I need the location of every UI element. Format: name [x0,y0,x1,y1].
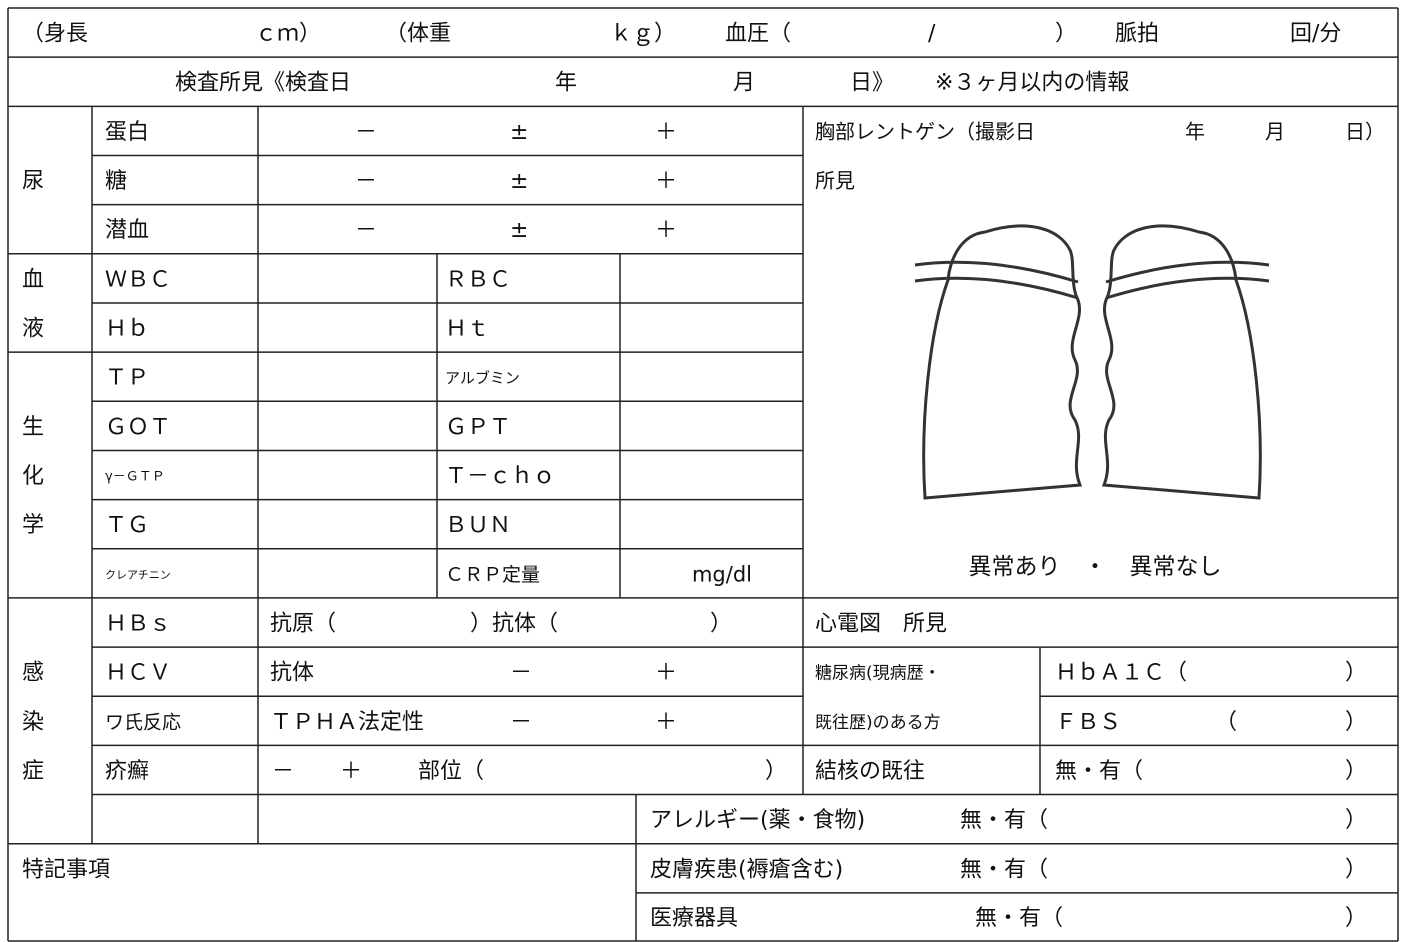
form-text: ） [1055,22,1077,47]
form-text: 日》 [850,71,894,96]
form-text: 所見 [815,169,855,193]
form-text: 液 [22,317,44,342]
form-text: / [928,22,936,47]
form-text: ＣＲＰ定量 [445,564,540,586]
form-text: ） [1345,710,1367,735]
form-text: － [510,661,532,686]
form-text: ＋ [655,710,677,735]
form-text: 糖尿病(現病歴・ [815,664,941,684]
lung-illustration [914,224,1270,500]
form-text: 部位（ [418,759,484,784]
form-text: ） [1345,906,1367,931]
form-text: ＷＢＣ [105,267,171,292]
form-text: 生 [22,415,44,440]
form-text: ＋ [340,759,362,784]
form-text: ） [1345,808,1367,833]
form-text: 抗原（ [270,612,336,637]
form-text: 既往歴)のある方 [815,713,941,733]
form-text: 糖 [105,169,127,194]
form-text: （体重 [385,22,451,47]
form-text: Ｈｔ [445,317,489,342]
form-text: 学 [22,513,44,538]
form-text: Ｈｂ [105,317,149,342]
form-text: 脈拍 [1115,22,1159,47]
form-text: 蛋白 [105,120,149,145]
form-text: 化 [22,464,44,489]
form-text: 皮膚疾患(褥瘡含む) [650,857,843,882]
form-text: 血 [22,267,44,292]
form-text: mg/dl [692,562,752,586]
form-text: ＋ [655,661,677,686]
form-text: 疥癬 [105,759,149,784]
form-text: ｋｇ） [610,22,676,47]
form-text: ＨＣＶ [105,661,171,686]
form-text: － [355,218,377,243]
form-text: ）抗体（ [470,612,558,637]
form-text: ＧＯＴ [105,415,171,440]
form-text: 抗体 [270,661,314,686]
form-text: ± [510,218,528,243]
form-text: － [355,169,377,194]
form-text: 無・有（ [960,808,1048,833]
form-text: ＴＧ [105,513,149,538]
form-text: アルブミン [445,369,520,387]
form-text: ＲＢＣ [445,267,511,292]
form-text: 感 [22,661,44,686]
form-text: ） [710,612,732,637]
form-text: 症 [22,759,44,784]
form-text: ＋ [655,218,677,243]
form-text: 年 [555,71,577,96]
form-text: 潜血 [105,218,149,243]
form-text: ＋ [655,169,677,194]
form-text: ＴＰＨＡ法定性 [270,710,424,735]
form-text: ＋ [655,120,677,145]
form-text: 月 [1265,119,1285,143]
form-text: 血圧（ [725,22,791,47]
form-text: ± [510,169,528,194]
form-text: 染 [22,710,44,735]
form-text: ※３ヶ月以内の情報 [935,71,1129,96]
form-text: ） [1345,759,1367,784]
form-text: ） [1345,857,1367,882]
form-text: ＢＵＮ [445,513,511,538]
form-text: 年 [1185,119,1205,143]
form-text: 無・有（ [975,906,1063,931]
form-text: ＧＰＴ [445,415,511,440]
form-text: ＴＰ [105,366,149,391]
form-text: 心電図 所見 [815,612,947,637]
form-text: 結核の既往 [815,759,925,784]
form-text: （身長 [22,22,88,47]
form-text: 特記事項 [22,857,110,882]
form-text: ｃｍ） [255,22,321,47]
form-text: 月 [733,71,755,96]
form-text: 尿 [22,169,44,194]
form-text: － [355,120,377,145]
form-text: ワ氏反応 [105,711,181,733]
form-text: ± [510,120,528,145]
form-text: 回/分 [1290,22,1341,47]
form-text: 胸部レントゲン（撮影日 [815,119,1035,143]
form-text: 無・有（ [1055,759,1143,784]
form-text: 検査所見《検査日 [175,71,351,96]
form-text: 異常あり ・ 異常なし [969,554,1222,580]
form-text: － [510,710,532,735]
form-text: ） [765,759,787,784]
form-text: ＦＢＳ [1055,710,1121,735]
form-text: アレルギー(薬・食物) [650,808,865,833]
form-text: ＨｂＡ１Ｃ（ [1055,661,1187,686]
form-text: クレアチニン [105,568,171,581]
form-text: （ [1215,710,1237,735]
form-text: 日） [1345,119,1385,143]
form-text: Ｔ－ｃｈｏ [445,464,555,489]
form-text: 医療器具 [650,906,738,931]
form-text: － [272,759,294,784]
form-text: ） [1345,661,1367,686]
form-text: ＨＢｓ [105,612,171,637]
form-text: 無・有（ [960,857,1048,882]
form-text: γ－ＧＴＰ [105,470,165,485]
